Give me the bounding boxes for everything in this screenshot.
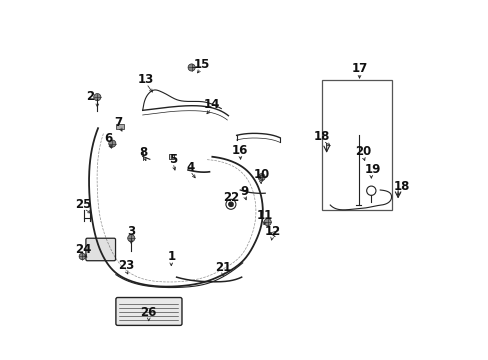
Circle shape bbox=[127, 235, 135, 242]
Text: 10: 10 bbox=[253, 168, 269, 181]
FancyBboxPatch shape bbox=[116, 297, 182, 325]
Text: 15: 15 bbox=[193, 58, 209, 72]
Bar bbox=[168, 154, 174, 159]
Text: 21: 21 bbox=[215, 261, 231, 274]
Text: 5: 5 bbox=[168, 153, 177, 166]
Text: 11: 11 bbox=[257, 209, 273, 222]
Circle shape bbox=[188, 64, 195, 71]
Text: 14: 14 bbox=[203, 98, 220, 111]
Circle shape bbox=[108, 140, 116, 147]
Text: 2: 2 bbox=[86, 90, 94, 103]
Text: 22: 22 bbox=[223, 192, 239, 204]
Text: 20: 20 bbox=[354, 145, 370, 158]
Circle shape bbox=[79, 253, 85, 260]
Text: 24: 24 bbox=[75, 243, 91, 256]
Text: 26: 26 bbox=[140, 306, 157, 319]
Text: 17: 17 bbox=[351, 62, 367, 75]
Text: 4: 4 bbox=[186, 161, 194, 174]
Text: 16: 16 bbox=[231, 144, 248, 157]
Text: 25: 25 bbox=[75, 198, 91, 211]
Text: 6: 6 bbox=[104, 132, 112, 145]
Bar bbox=[116, 124, 124, 129]
FancyBboxPatch shape bbox=[86, 238, 115, 261]
Circle shape bbox=[264, 219, 271, 226]
Circle shape bbox=[228, 202, 233, 206]
Text: 19: 19 bbox=[364, 163, 380, 176]
Text: 18: 18 bbox=[393, 180, 409, 193]
Text: 8: 8 bbox=[140, 146, 147, 159]
Text: 18: 18 bbox=[314, 130, 330, 143]
Text: 13: 13 bbox=[138, 73, 154, 86]
Text: 1: 1 bbox=[167, 250, 175, 263]
Text: 23: 23 bbox=[118, 259, 134, 272]
Circle shape bbox=[94, 94, 101, 101]
Text: 7: 7 bbox=[115, 116, 122, 129]
Text: 3: 3 bbox=[127, 225, 135, 238]
Bar bbox=[322, 80, 391, 210]
Text: 12: 12 bbox=[264, 225, 280, 238]
Text: 9: 9 bbox=[240, 185, 248, 198]
Circle shape bbox=[258, 174, 264, 181]
